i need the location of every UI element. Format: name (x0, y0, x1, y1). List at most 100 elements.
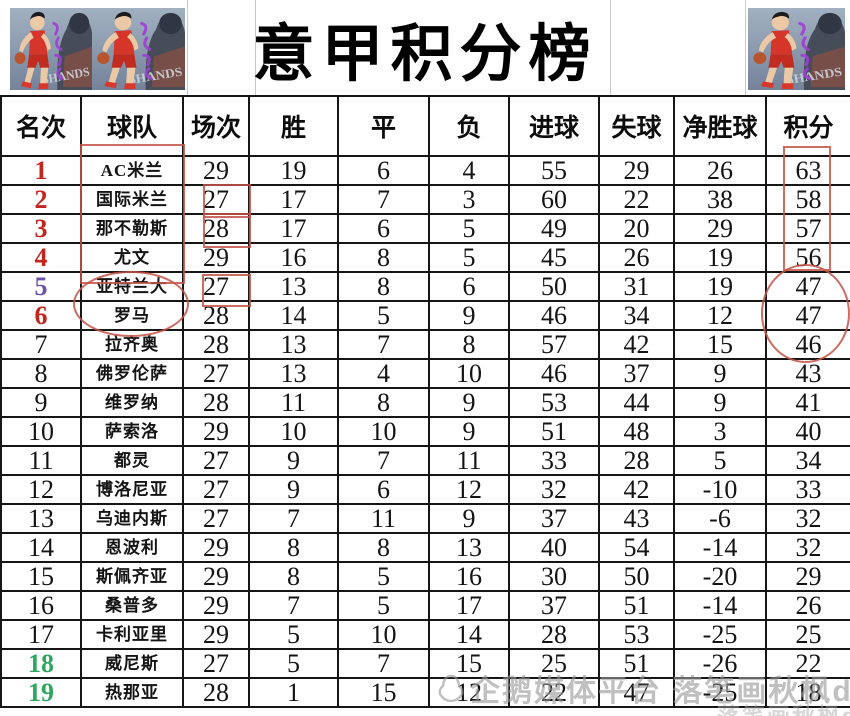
pts-cell: 32 (765, 503, 850, 534)
pts-cell: 56 (765, 242, 850, 273)
draw-cell: 7 (337, 445, 430, 476)
draw-cell: 7 (337, 184, 430, 215)
loss-cell: 5 (428, 213, 510, 244)
ga-cell: 28 (598, 445, 675, 476)
draw-cell: 10 (337, 619, 430, 650)
win-cell: 10 (248, 416, 339, 447)
ga-cell: 54 (598, 532, 675, 563)
table-row: 7 拉齐奥 28 13 7 8 57 42 15 46 (0, 329, 850, 360)
loss-cell: 11 (428, 445, 510, 476)
team-cell: 热那亚 (80, 677, 184, 708)
table-row: 16 桑普多 29 7 5 17 37 51 -14 26 (0, 590, 850, 621)
team-cell: 博洛尼亚 (80, 474, 184, 505)
header-draw: 平 (337, 95, 430, 157)
team-cell: 维罗纳 (80, 387, 184, 418)
rank-cell: 8 (0, 358, 82, 389)
team-cell: 佛罗伦萨 (80, 358, 184, 389)
win-cell: 11 (248, 387, 339, 418)
table-row: 12 博洛尼亚 27 9 6 12 32 42 -10 33 (0, 474, 850, 505)
pts-cell: 63 (765, 155, 850, 186)
draw-cell: 10 (337, 416, 430, 447)
pts-cell: 32 (765, 532, 850, 563)
draw-cell: 5 (337, 561, 430, 592)
rank-cell: 13 (0, 503, 82, 534)
ga-cell: 34 (598, 300, 675, 331)
team-cell: 亚特兰大 (80, 271, 184, 302)
rank-cell: 9 (0, 387, 82, 418)
gf-cell: 57 (508, 329, 600, 360)
ga-cell: 53 (598, 619, 675, 650)
draw-cell: 8 (337, 532, 430, 563)
ga-cell: 51 (598, 648, 675, 679)
ga-cell: 44 (598, 387, 675, 418)
pts-cell: 47 (765, 300, 850, 331)
draw-cell: 15 (337, 677, 430, 708)
rank-cell: 10 (0, 416, 82, 447)
gf-cell: 22 (508, 677, 600, 708)
gd-cell: 38 (673, 184, 767, 215)
gf-cell: 55 (508, 155, 600, 186)
basketball-player-art (10, 8, 92, 90)
watermark-corner: 落笔画秋枫d (716, 703, 850, 716)
loss-cell: 8 (428, 329, 510, 360)
table-row: 18 威尼斯 27 5 7 15 25 51 -26 22 (0, 648, 850, 679)
draw-cell: 8 (337, 387, 430, 418)
draw-cell: 11 (337, 503, 430, 534)
header-goals-for: 进球 (508, 95, 600, 157)
gd-cell: -26 (673, 648, 767, 679)
win-cell: 9 (248, 474, 339, 505)
rank-cell: 1 (0, 155, 82, 186)
played-cell: 27 (182, 648, 250, 679)
gd-cell: 29 (673, 213, 767, 244)
header-goal-diff: 净胜球 (673, 95, 767, 157)
loss-cell: 9 (428, 387, 510, 418)
loss-cell: 4 (428, 155, 510, 186)
played-cell: 28 (182, 677, 250, 708)
standings-table: 名次 球队 场次 胜 平 负 进球 失球 净胜球 积分 1 AC米兰 29 19 6 4 5… (0, 95, 850, 708)
gd-cell: -14 (673, 532, 767, 563)
ga-cell: 20 (598, 213, 675, 244)
title-grid-line (187, 0, 188, 95)
loss-cell: 14 (428, 619, 510, 650)
played-cell: 28 (182, 329, 250, 360)
team-cell: 都灵 (80, 445, 184, 476)
ga-cell: 22 (598, 184, 675, 215)
win-cell: 13 (248, 271, 339, 302)
ga-cell: 26 (598, 242, 675, 273)
pts-cell: 29 (765, 561, 850, 592)
table-row: 3 那不勒斯 28 17 6 5 49 20 29 57 (0, 213, 850, 244)
draw-cell: 8 (337, 242, 430, 273)
gf-cell: 45 (508, 242, 600, 273)
loss-cell: 15 (428, 648, 510, 679)
loss-cell: 17 (428, 590, 510, 621)
played-cell: 27 (182, 474, 250, 505)
header-team: 球队 (80, 95, 184, 157)
ga-cell: 48 (598, 416, 675, 447)
team-cell: 桑普多 (80, 590, 184, 621)
played-cell: 27 (182, 358, 250, 389)
table-row: 13 乌迪内斯 27 7 11 9 37 43 -6 32 (0, 503, 850, 534)
header-row: 名次 球队 场次 胜 平 负 进球 失球 净胜球 积分 (0, 95, 850, 157)
title-grid-line (745, 0, 746, 95)
draw-cell: 5 (337, 590, 430, 621)
gf-cell: 46 (508, 300, 600, 331)
team-cell: 罗马 (80, 300, 184, 331)
win-cell: 13 (248, 329, 339, 360)
rank-cell: 15 (0, 561, 82, 592)
win-cell: 8 (248, 561, 339, 592)
loss-cell: 12 (428, 474, 510, 505)
win-cell: 16 (248, 242, 339, 273)
loss-cell: 12 (428, 677, 510, 708)
team-cell: 恩波利 (80, 532, 184, 563)
team-cell: 斯佩齐亚 (80, 561, 184, 592)
gd-cell: 5 (673, 445, 767, 476)
gf-cell: 51 (508, 416, 600, 447)
loss-cell: 5 (428, 242, 510, 273)
played-cell: 29 (182, 532, 250, 563)
rank-cell: 18 (0, 648, 82, 679)
draw-cell: 6 (337, 213, 430, 244)
draw-cell: 4 (337, 358, 430, 389)
header-played: 场次 (182, 95, 250, 157)
header-win: 胜 (248, 95, 339, 157)
